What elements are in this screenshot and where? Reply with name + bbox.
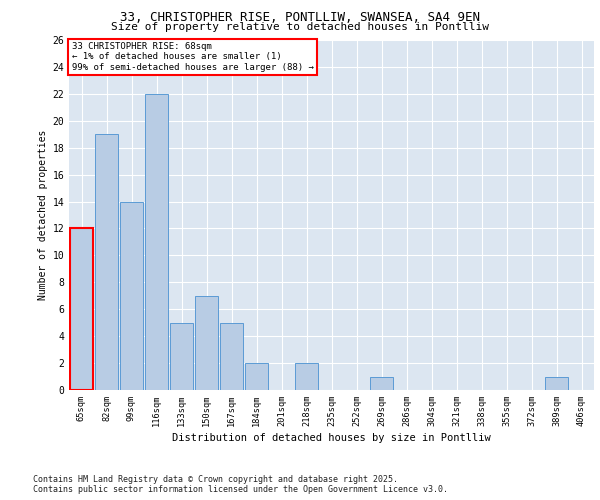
- Bar: [170, 322, 193, 390]
- Y-axis label: Number of detached properties: Number of detached properties: [38, 130, 48, 300]
- Bar: [370, 376, 394, 390]
- Text: Size of property relative to detached houses in Pontlliw: Size of property relative to detached ho…: [111, 22, 489, 32]
- Text: Contains HM Land Registry data © Crown copyright and database right 2025.: Contains HM Land Registry data © Crown c…: [33, 475, 398, 484]
- Text: Contains public sector information licensed under the Open Government Licence v3: Contains public sector information licen…: [33, 484, 448, 494]
- Text: 33, CHRISTOPHER RISE, PONTLLIW, SWANSEA, SA4 9EN: 33, CHRISTOPHER RISE, PONTLLIW, SWANSEA,…: [120, 11, 480, 24]
- Bar: [545, 376, 568, 390]
- Bar: [220, 322, 244, 390]
- X-axis label: Distribution of detached houses by size in Pontlliw: Distribution of detached houses by size …: [172, 434, 491, 444]
- Bar: [194, 296, 218, 390]
- Bar: [70, 228, 94, 390]
- Text: 33 CHRISTOPHER RISE: 68sqm
← 1% of detached houses are smaller (1)
99% of semi-d: 33 CHRISTOPHER RISE: 68sqm ← 1% of detac…: [71, 42, 314, 72]
- Bar: [95, 134, 118, 390]
- Bar: [245, 363, 268, 390]
- Bar: [145, 94, 169, 390]
- Bar: [295, 363, 319, 390]
- Bar: [119, 202, 143, 390]
